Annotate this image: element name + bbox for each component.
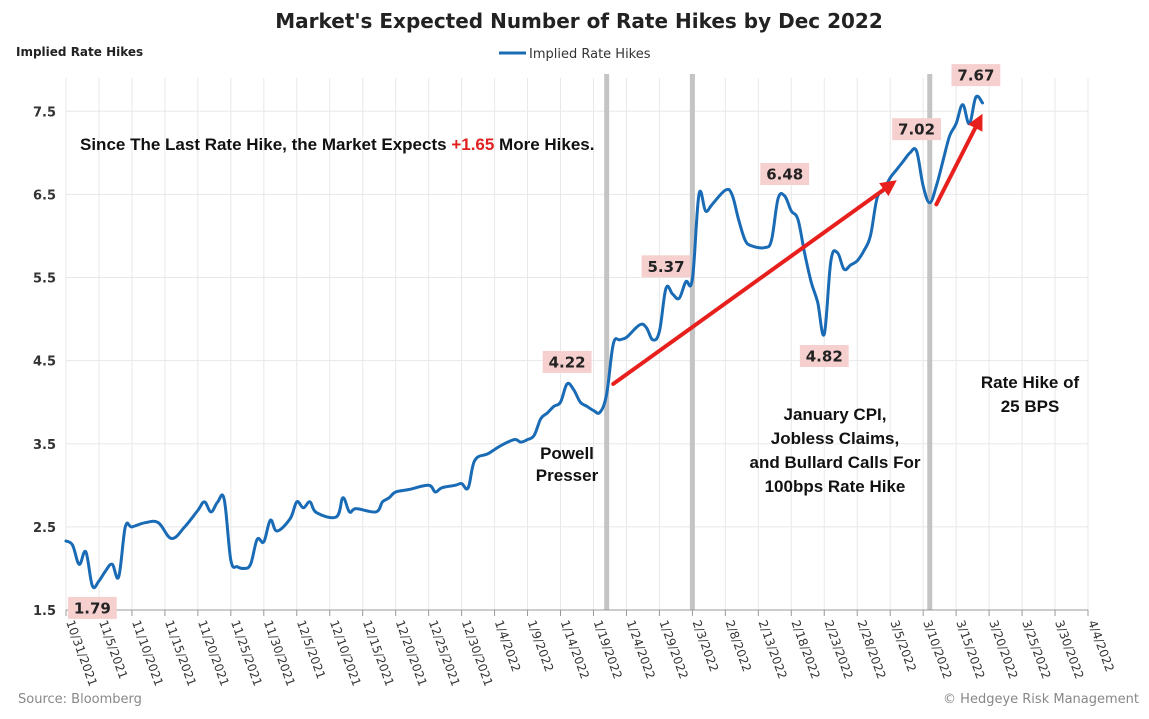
x-tick-label: 2/23/2022 bbox=[821, 618, 855, 681]
y-tick-label: 1.5 bbox=[33, 604, 56, 619]
x-tick-label: 1/24/2022 bbox=[624, 618, 658, 681]
x-tick-label: 12/20/2021 bbox=[393, 618, 430, 688]
headline-prefix: Since The Last Rate Hike, the Market Exp… bbox=[80, 135, 451, 154]
annotation-cpi-4: 100bps Rate Hike bbox=[765, 477, 906, 496]
data-label: 7.02 bbox=[892, 118, 941, 141]
x-tick-label: 3/10/2022 bbox=[920, 618, 954, 681]
data-label: 5.37 bbox=[641, 255, 691, 278]
x-tick-label: 11/15/2021 bbox=[162, 618, 199, 688]
x-tick-label: 3/15/2022 bbox=[953, 618, 987, 681]
data-label-text: 4.22 bbox=[549, 353, 586, 371]
x-tick-label: 1/14/2022 bbox=[558, 618, 592, 681]
chart-title: Market's Expected Number of Rate Hikes b… bbox=[275, 9, 883, 33]
annotation-cpi-2: Jobless Claims, bbox=[771, 429, 900, 448]
x-tick-label: 11/20/2021 bbox=[195, 618, 232, 688]
data-label-bg bbox=[892, 118, 941, 141]
x-tick-label: 10/31/2021 bbox=[63, 618, 100, 688]
x-tick-label: 3/5/2022 bbox=[887, 618, 919, 673]
data-label-text: 6.48 bbox=[766, 166, 803, 184]
x-tick-label: 1/9/2022 bbox=[525, 618, 557, 673]
x-tick-label: 4/4/2022 bbox=[1085, 618, 1117, 673]
x-tick-label: 2/28/2022 bbox=[854, 618, 888, 681]
x-tick-label: 12/10/2021 bbox=[327, 618, 364, 688]
data-label-bg bbox=[641, 255, 691, 278]
y-tick-label: 4.5 bbox=[33, 355, 56, 370]
x-tick-label: 11/30/2021 bbox=[261, 618, 298, 688]
data-label-bg bbox=[799, 345, 849, 368]
trend-arrow-shaft-1 bbox=[934, 126, 978, 207]
legend-label: Implied Rate Hikes bbox=[529, 47, 651, 62]
data-label-text: 7.67 bbox=[957, 67, 994, 85]
data-label-bg bbox=[67, 596, 117, 619]
trend-arrow-shaft-0 bbox=[611, 187, 886, 386]
event-lines bbox=[604, 74, 933, 610]
y-tick-label: 7.5 bbox=[33, 105, 56, 120]
x-tick-label: 2/3/2022 bbox=[690, 618, 722, 673]
x-tick-label: 3/20/2022 bbox=[986, 618, 1020, 681]
grid bbox=[65, 78, 1089, 611]
data-label: 4.82 bbox=[799, 345, 849, 368]
annotation-hike-2: 25 BPS bbox=[1001, 397, 1060, 416]
data-label: 4.22 bbox=[542, 350, 592, 373]
x-tick-label: 12/15/2021 bbox=[360, 618, 397, 688]
x-tick-label: 2/13/2022 bbox=[756, 618, 790, 681]
y-tick-label: 2.5 bbox=[33, 521, 56, 536]
y-tick-label: 6.5 bbox=[33, 188, 56, 203]
annotation-powell-2: Presser bbox=[536, 466, 599, 485]
axes bbox=[65, 609, 1089, 616]
x-tick-label: 12/5/2021 bbox=[294, 618, 328, 681]
data-label: 7.67 bbox=[951, 64, 1001, 87]
x-tick-label: 11/25/2021 bbox=[228, 618, 265, 688]
data-label: 6.48 bbox=[760, 163, 810, 186]
source-note: Source: Bloomberg bbox=[18, 692, 142, 707]
x-tick-label: 1/29/2022 bbox=[657, 618, 691, 681]
x-tick-label: 2/18/2022 bbox=[788, 618, 822, 681]
data-label-bg bbox=[951, 64, 1001, 87]
data-labels: 1.79 4.22 5.37 6.48 4.82 7.02 7.67 bbox=[67, 64, 1001, 619]
headline-value: +1.65 bbox=[451, 135, 494, 154]
x-tick-label: 2/8/2022 bbox=[723, 618, 755, 673]
x-tick-label: 3/30/2022 bbox=[1052, 618, 1086, 681]
data-label-text: 5.37 bbox=[648, 258, 685, 276]
series-line-implied-rate-hikes bbox=[64, 94, 984, 590]
data-label-bg bbox=[542, 350, 592, 373]
x-tick-label: 11/5/2021 bbox=[96, 618, 130, 681]
trend-arrow-head-0 bbox=[879, 180, 897, 197]
data-label-text: 1.79 bbox=[74, 599, 111, 617]
data-label-text: 7.02 bbox=[898, 121, 935, 139]
y-ticks: 1.5 2.5 3.5 4.5 5.5 6.5 7.5 bbox=[33, 105, 56, 619]
x-tick-label: 1/4/2022 bbox=[492, 618, 524, 673]
annotation-hike-1: Rate Hike of bbox=[981, 373, 1080, 392]
headline-suffix: More Hikes. bbox=[494, 135, 594, 154]
x-ticks: 10/31/202111/5/202111/10/202111/15/20211… bbox=[63, 618, 1117, 688]
annotation-cpi-1: January CPI, bbox=[784, 405, 887, 424]
y-tick-label: 3.5 bbox=[33, 438, 56, 453]
x-tick-label: 1/19/2022 bbox=[591, 618, 625, 681]
x-tick-label: 12/30/2021 bbox=[459, 618, 496, 688]
credit-note: © Hedgeye Risk Management bbox=[943, 692, 1139, 707]
data-label-text: 4.82 bbox=[806, 348, 843, 366]
x-tick-label: 12/25/2021 bbox=[426, 618, 463, 688]
annotation-powell-1: Powell bbox=[540, 444, 594, 463]
y-axis-label: Implied Rate Hikes bbox=[16, 45, 143, 59]
x-tick-label: 11/10/2021 bbox=[129, 618, 166, 688]
data-label: 1.79 bbox=[67, 596, 117, 619]
trend-arrows bbox=[611, 113, 983, 386]
y-tick-label: 5.5 bbox=[33, 272, 56, 287]
trend-arrow-head-1 bbox=[968, 113, 983, 132]
headline-annotation: Since The Last Rate Hike, the Market Exp… bbox=[80, 135, 594, 154]
data-label-bg bbox=[760, 163, 810, 186]
annotation-cpi-3: and Bullard Calls For bbox=[750, 453, 921, 472]
x-tick-label: 3/25/2022 bbox=[1019, 618, 1053, 681]
legend: Implied Rate Hikes bbox=[499, 47, 651, 62]
